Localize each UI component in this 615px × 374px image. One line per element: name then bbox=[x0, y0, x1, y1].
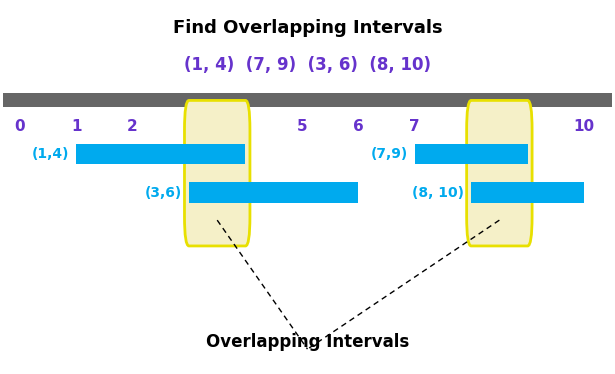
Text: 3: 3 bbox=[184, 119, 194, 134]
Text: Overlapping Intervals: Overlapping Intervals bbox=[206, 333, 409, 351]
Text: 5: 5 bbox=[296, 119, 307, 134]
Text: (1, 4)  (7, 9)  (3, 6)  (8, 10): (1, 4) (7, 9) (3, 6) (8, 10) bbox=[184, 56, 431, 74]
Text: 8: 8 bbox=[466, 119, 477, 134]
FancyBboxPatch shape bbox=[467, 100, 532, 246]
Text: 1: 1 bbox=[71, 119, 81, 134]
Text: (8, 10): (8, 10) bbox=[413, 186, 464, 199]
Bar bbox=[471, 183, 584, 203]
Text: Find Overlapping Intervals: Find Overlapping Intervals bbox=[173, 19, 442, 37]
Text: 2: 2 bbox=[127, 119, 138, 134]
Text: 6: 6 bbox=[353, 119, 363, 134]
Text: (1,4): (1,4) bbox=[32, 147, 69, 161]
Text: (7,9): (7,9) bbox=[371, 147, 408, 161]
Bar bbox=[415, 144, 528, 164]
Bar bbox=[76, 144, 245, 164]
Text: 9: 9 bbox=[522, 119, 533, 134]
Text: (3,6): (3,6) bbox=[145, 186, 182, 199]
Text: 4: 4 bbox=[240, 119, 251, 134]
Bar bbox=[189, 183, 359, 203]
Text: 0: 0 bbox=[14, 119, 25, 134]
FancyBboxPatch shape bbox=[184, 100, 250, 246]
Bar bbox=[3, 94, 612, 107]
Text: 10: 10 bbox=[573, 119, 595, 134]
Text: 7: 7 bbox=[410, 119, 420, 134]
